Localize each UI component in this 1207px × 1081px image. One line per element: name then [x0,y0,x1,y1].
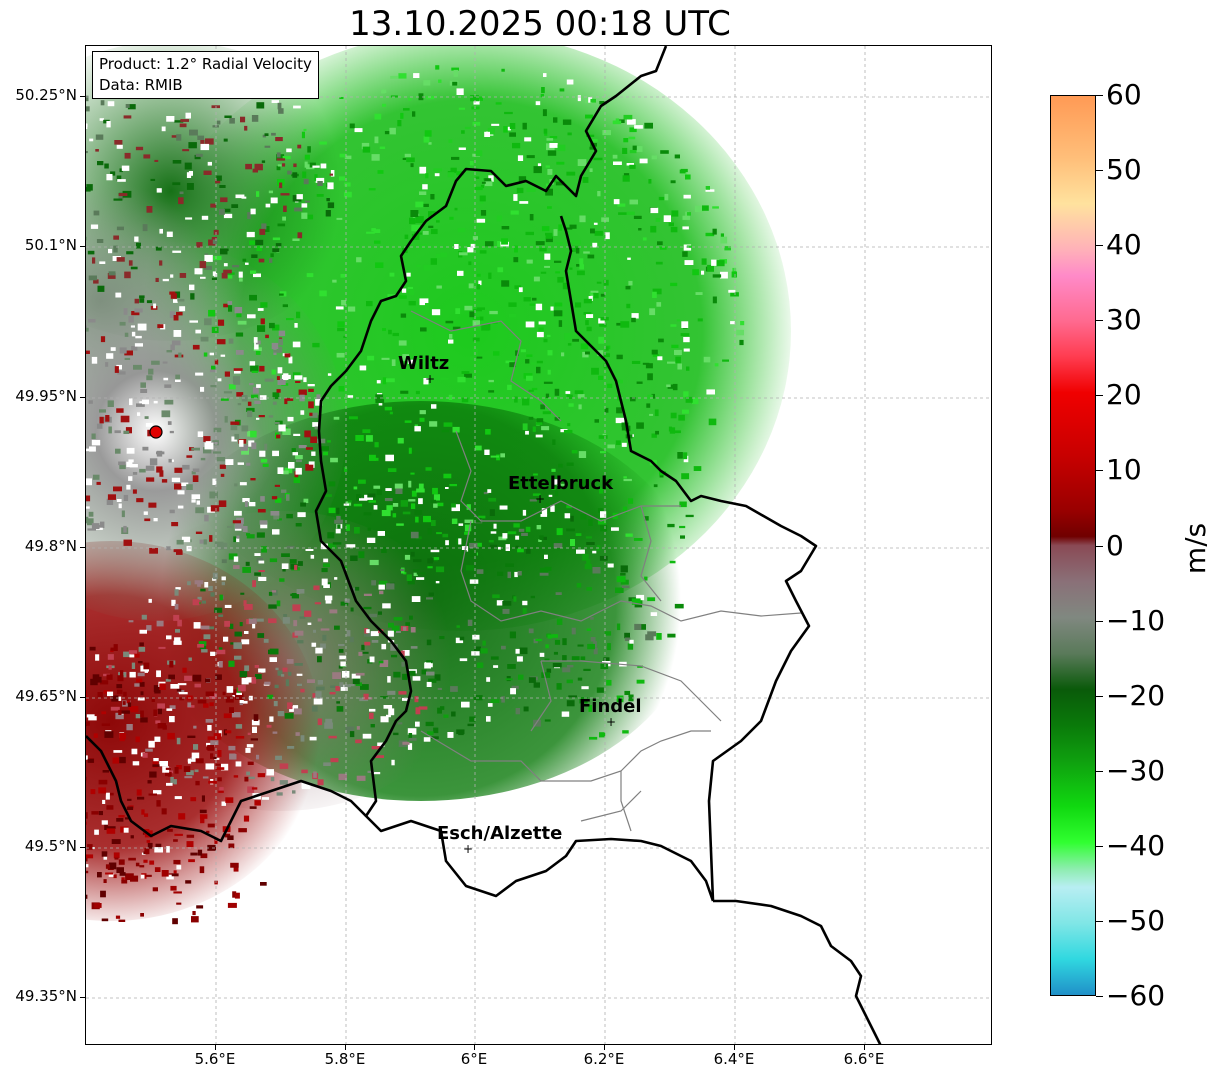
colorbar-tick-label: 30 [1106,303,1142,337]
colorbar-tick-mark [1096,95,1103,96]
lat-tick: 50.25°N [15,86,77,104]
colorbar-tick-mark [1096,395,1103,397]
colorbar-tick-label: −40 [1106,828,1166,862]
colorbar-tick-label: 40 [1106,228,1142,262]
city-findel[interactable]: Findel + [579,696,642,729]
colorbar-tick-mark [1096,170,1103,172]
colorbar-tick-mark [1096,545,1103,547]
colorbar-tick-label: −20 [1106,678,1166,712]
lat-tick: 49.35°N [15,987,77,1005]
city-label: Findel [579,696,642,717]
colorbar-tick-mark [1096,620,1103,622]
lon-tick: 5.6°E [194,1050,236,1068]
city-ettelbruck[interactable]: Ettelbruck + [508,473,614,506]
lat-tick: 49.5°N [24,837,77,855]
country-border [86,46,882,1044]
city-label: Ettelbruck [508,473,614,494]
lat-tick: 49.8°N [24,537,77,555]
colorbar-tick-mark [1096,996,1103,997]
product-info-box: Product: 1.2° Radial Velocity Data: RMIB [92,51,319,99]
map-title: 13.10.2025 00:18 UTC [349,4,731,44]
colorbar [1050,95,1096,996]
velocity-field [86,46,791,925]
city-marker-icon: + [535,492,545,506]
lat-tick: 49.65°N [15,687,77,705]
colorbar-tick-label: 10 [1106,453,1142,487]
product-label: Product: 1.2° Radial Velocity [99,55,312,73]
colorbar-tick-mark [1096,845,1103,847]
colorbar-tick-label: −60 [1106,979,1166,1012]
lon-tick: 6.4°E [713,1050,755,1068]
lon-tick: 6.6°E [843,1050,885,1068]
radar-site-marker[interactable] [149,425,163,439]
colorbar-tick-label: −50 [1106,903,1166,937]
colorbar-tick-label: 0 [1106,528,1124,562]
colorbar-tick-mark [1096,245,1103,247]
colorbar-label: m/s [1179,522,1207,575]
colorbar-tick-label: −10 [1106,603,1166,637]
admin-borders [410,310,802,832]
lat-tick: 50.1°N [24,236,77,254]
city-marker-icon: + [463,842,473,856]
city-esch-alzette[interactable]: Esch/Alzette + [437,823,562,856]
colorbar-tick-mark [1096,695,1103,697]
colorbar-tick-mark [1096,320,1103,322]
colorbar-tick-mark [1096,470,1103,472]
radar-map[interactable]: Wiltz + Ettelbruck + Findel + Esch/Alzet… [85,45,992,1045]
colorbar-tick-mark [1096,770,1103,772]
data-source-label: Data: RMIB [99,76,183,94]
colorbar-tick-label: 60 [1106,78,1142,111]
city-wiltz[interactable]: Wiltz + [398,353,449,386]
colorbar-tick-label: 20 [1106,378,1142,412]
colorbar-tick-label: −30 [1106,753,1166,787]
lat-tick: 49.95°N [15,387,77,405]
city-marker-icon: + [425,372,435,386]
city-label: Esch/Alzette [437,823,562,844]
radar-map-canvas: Wiltz + Ettelbruck + Findel + Esch/Alzet… [86,46,991,1044]
city-marker-icon: + [606,715,616,729]
lon-tick: 5.8°E [324,1050,366,1068]
city-label: Wiltz [398,353,449,374]
colorbar-tick-mark [1096,920,1103,922]
lon-tick: 6°E [460,1050,488,1068]
lon-tick: 6.2°E [583,1050,625,1068]
colorbar-tick-label: 50 [1106,153,1142,187]
